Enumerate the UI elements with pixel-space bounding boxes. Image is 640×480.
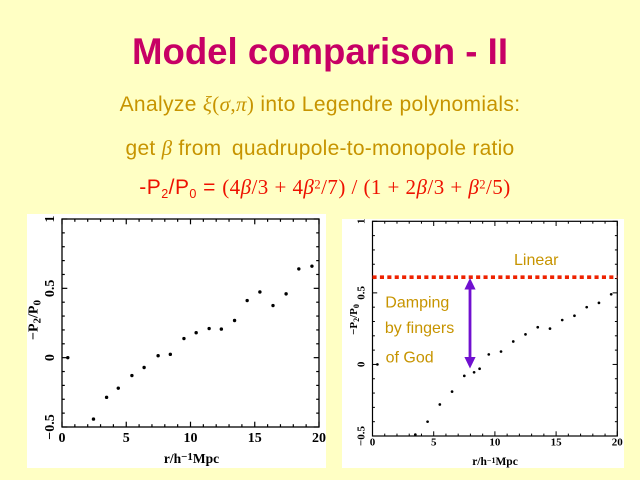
svg-text:Damping: Damping xyxy=(385,295,449,312)
svg-text:−P2/P0: −P2/P0 xyxy=(27,300,43,340)
svg-text:−0.5: −0.5 xyxy=(356,425,368,446)
svg-text:5: 5 xyxy=(123,431,130,446)
svg-text:0.5: 0.5 xyxy=(356,285,368,299)
svg-text:r/h−1Mpc: r/h−1Mpc xyxy=(164,451,219,466)
svg-text:−P2/P0: −P2/P0 xyxy=(348,304,361,335)
svg-text:Linear: Linear xyxy=(514,252,559,269)
svg-text:of God: of God xyxy=(386,350,434,367)
svg-text:20: 20 xyxy=(312,431,326,446)
svg-text:by fingers: by fingers xyxy=(385,320,454,337)
svg-text:20: 20 xyxy=(612,437,624,449)
svg-text:1: 1 xyxy=(43,216,58,223)
svg-text:r/h−1Mpc: r/h−1Mpc xyxy=(472,456,518,468)
svg-text:1: 1 xyxy=(356,219,368,224)
svg-text:5: 5 xyxy=(431,437,437,449)
svg-text:0: 0 xyxy=(370,437,376,449)
svg-text:0: 0 xyxy=(356,361,368,367)
svg-text:10: 10 xyxy=(489,437,501,449)
svg-text:0: 0 xyxy=(59,431,66,446)
svg-text:15: 15 xyxy=(248,431,262,446)
svg-text:10: 10 xyxy=(184,431,198,446)
svg-text:0.5: 0.5 xyxy=(43,280,58,298)
svg-text:−0.5: −0.5 xyxy=(43,414,58,439)
svg-text:15: 15 xyxy=(551,437,563,449)
svg-text:0: 0 xyxy=(43,354,58,361)
